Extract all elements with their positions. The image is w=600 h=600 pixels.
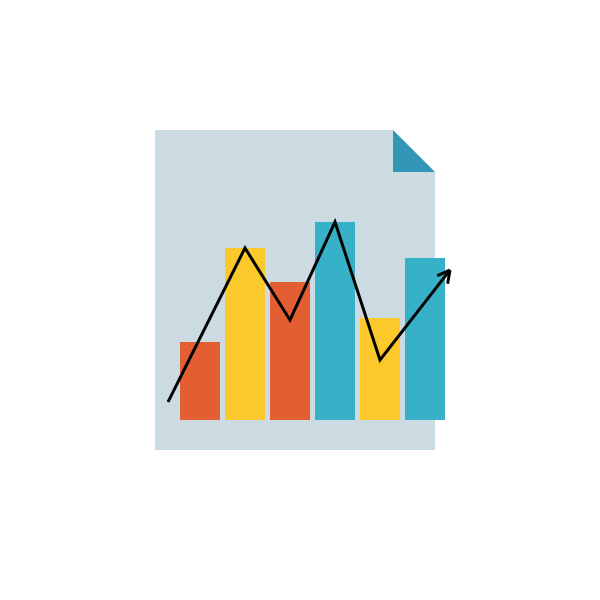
bar-6 (405, 258, 445, 420)
bar-2 (225, 248, 265, 420)
bar-5 (360, 318, 400, 420)
bar-1 (180, 342, 220, 420)
report-chart-illustration (0, 0, 600, 600)
bar-4 (315, 222, 355, 420)
bar-3 (270, 282, 310, 420)
